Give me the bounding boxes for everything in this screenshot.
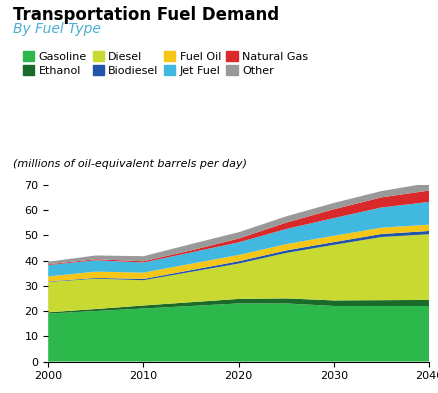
Legend: Gasoline, Ethanol, Diesel, Biodiesel, Fuel Oil, Jet Fuel, Natural Gas, Other: Gasoline, Ethanol, Diesel, Biodiesel, Fu… [19,47,313,81]
Text: (millions of oil-equivalent barrels per day): (millions of oil-equivalent barrels per … [13,159,247,169]
Text: Transportation Fuel Demand: Transportation Fuel Demand [13,6,279,24]
Text: By Fuel Type: By Fuel Type [13,22,101,36]
